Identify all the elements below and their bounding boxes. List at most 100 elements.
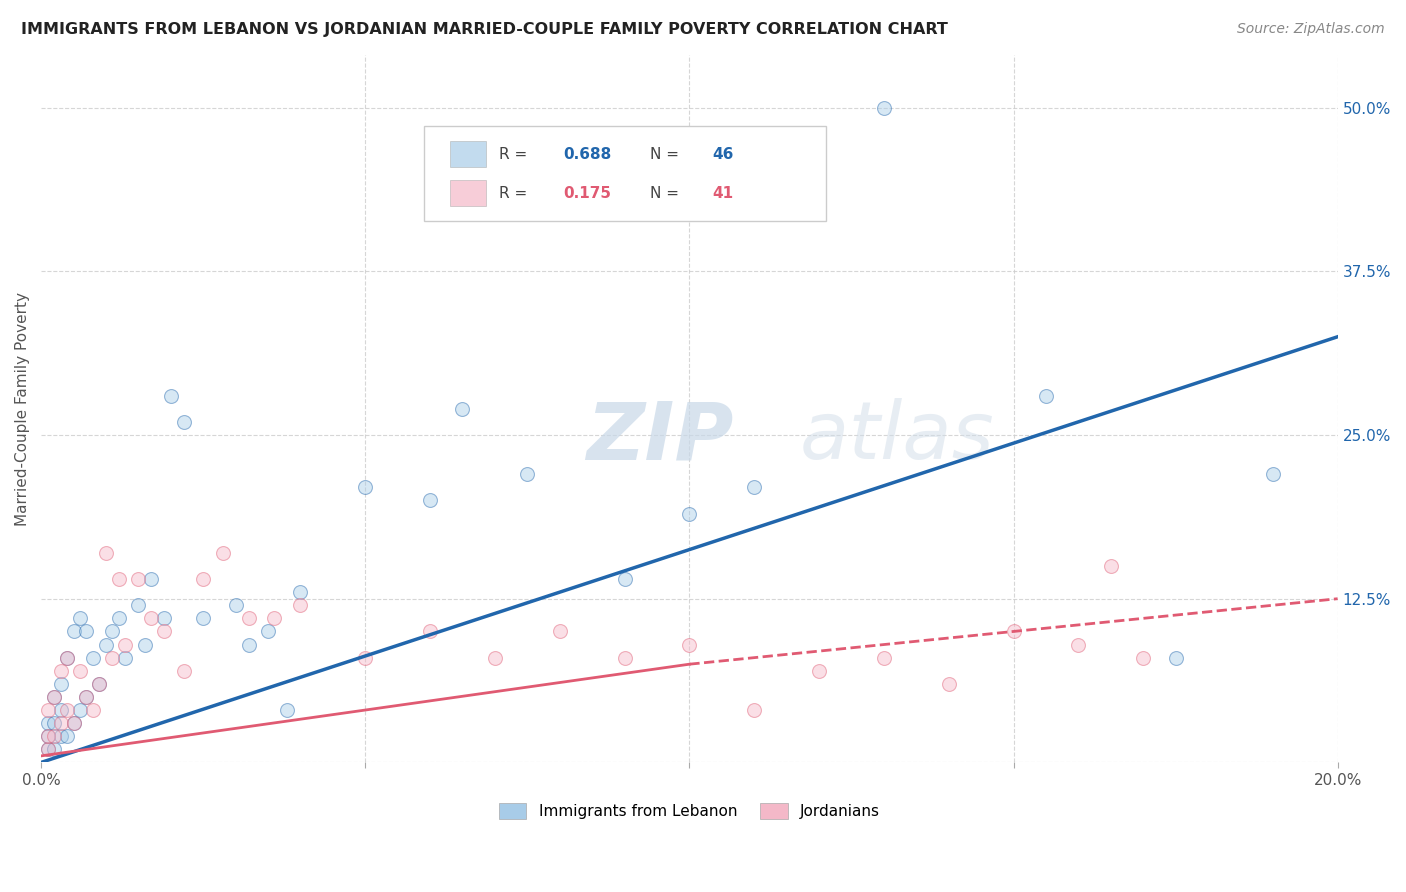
Point [451,401,474,416]
Point [69,611,91,625]
Point [1099,558,1122,573]
Point [134,638,156,652]
Y-axis label: Married-Couple Family Poverty: Married-Couple Family Poverty [15,292,30,525]
Text: 46: 46 [713,146,734,161]
Text: R =: R = [499,186,527,201]
Point [1132,650,1154,665]
Point [82,703,104,717]
Point [56,650,79,665]
Point [678,507,700,521]
Point [276,703,298,717]
Point [69,703,91,717]
Point [56,703,79,717]
Point [153,624,176,639]
Point [678,638,700,652]
Point [76,690,98,704]
Point [94,546,117,560]
Point [101,650,124,665]
Point [354,650,377,665]
Point [49,677,72,691]
Point [62,716,84,731]
Point [114,650,136,665]
Point [193,611,215,625]
Point [49,703,72,717]
Point [173,415,195,429]
Point [56,650,79,665]
Point [742,703,765,717]
Point [94,638,117,652]
Point [37,716,59,731]
Point [89,677,111,691]
Point [42,716,65,731]
Point [257,624,280,639]
Text: atlas: atlas [800,398,994,476]
Point [62,624,84,639]
Text: 0.688: 0.688 [564,146,612,161]
Point [76,690,98,704]
Point [238,611,260,625]
Point [159,389,181,403]
Point [141,611,163,625]
Bar [450,142,486,167]
Point [82,650,104,665]
Point [808,664,831,678]
Point [69,664,91,678]
Point [742,480,765,494]
Point [354,480,377,494]
Point [238,638,260,652]
Point [484,650,506,665]
FancyBboxPatch shape [423,126,825,221]
Point [37,729,59,743]
Point [1261,467,1284,482]
Point [1035,389,1057,403]
Point [127,599,149,613]
Point [37,729,59,743]
Point [37,742,59,756]
Point [873,101,896,115]
Point [290,585,312,599]
Point [938,677,960,691]
Point [263,611,285,625]
Point [49,664,72,678]
Point [108,611,131,625]
Bar [450,180,486,206]
Text: IMMIGRANTS FROM LEBANON VS JORDANIAN MARRIED-COUPLE FAMILY POVERTY CORRELATION C: IMMIGRANTS FROM LEBANON VS JORDANIAN MAR… [21,22,948,37]
Point [76,624,98,639]
Text: R =: R = [499,146,527,161]
Point [1164,650,1187,665]
Point [613,572,636,586]
Point [42,742,65,756]
Point [419,624,441,639]
Point [613,650,636,665]
Point [290,599,312,613]
Point [548,624,571,639]
Point [108,572,131,586]
Text: ZIP: ZIP [586,398,733,476]
Point [62,716,84,731]
Text: N =: N = [651,146,679,161]
Text: 41: 41 [713,186,734,201]
Point [141,572,163,586]
Point [49,716,72,731]
Point [37,703,59,717]
Point [114,638,136,652]
Point [873,650,896,665]
Text: 0.175: 0.175 [564,186,612,201]
Text: N =: N = [651,186,679,201]
Point [193,572,215,586]
Point [49,729,72,743]
Point [42,690,65,704]
Point [42,729,65,743]
Text: Source: ZipAtlas.com: Source: ZipAtlas.com [1237,22,1385,37]
Point [89,677,111,691]
Point [516,467,538,482]
Point [211,546,233,560]
Point [419,493,441,508]
Point [153,611,176,625]
Legend: Immigrants from Lebanon, Jordanians: Immigrants from Lebanon, Jordanians [494,797,886,825]
Point [173,664,195,678]
Point [127,572,149,586]
Point [1067,638,1090,652]
Point [56,729,79,743]
Point [225,599,247,613]
